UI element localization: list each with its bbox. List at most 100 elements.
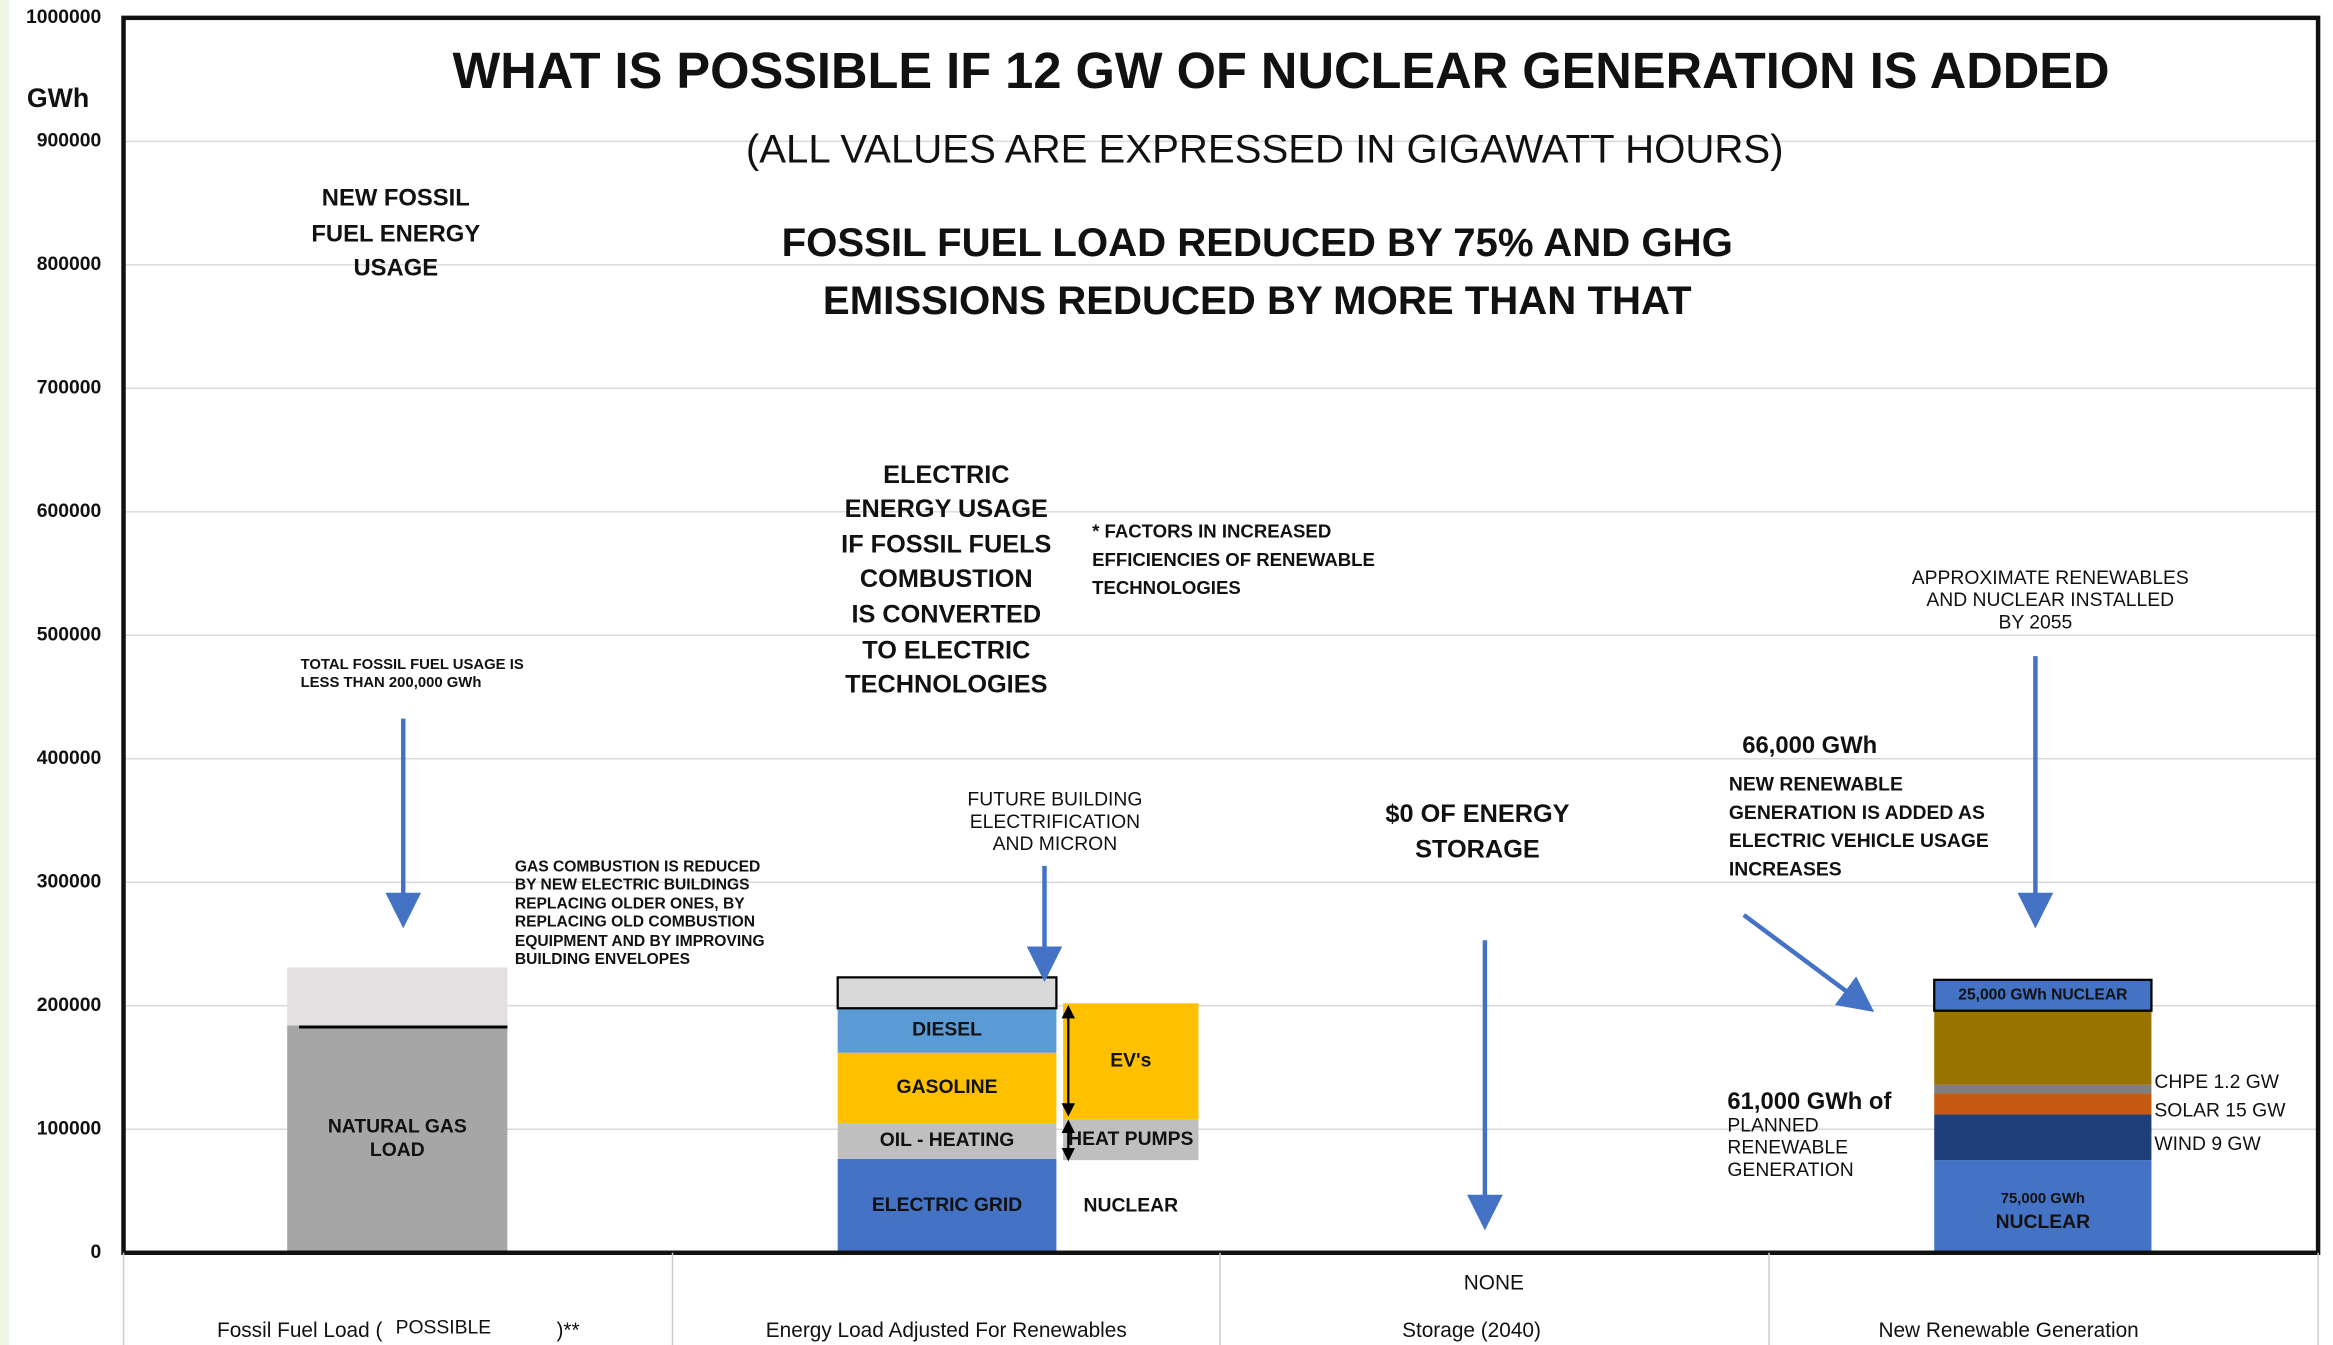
annotation: GAS COMBUSTION IS REDUCED [515,859,760,876]
annotation: ELECTRIC VEHICLE USAGE [1729,830,1989,852]
annotation: RENEWABLE [1727,1137,1848,1159]
headline: EMISSIONS REDUCED BY MORE THAN THAT [823,278,1692,323]
category-dividers [122,1252,2319,1345]
category-note: POSSIBLE [396,1317,492,1339]
y-tick-label: 300000 [37,870,102,892]
annotation: USAGE [353,255,438,282]
data-label: 75,000 GWh [2001,1191,2085,1207]
annotation: TECHNOLOGIES [845,671,1047,699]
annotations: FOSSIL FUEL LOAD REDUCED BY 75% AND GHG … [301,185,2189,1181]
bar-segment [837,1052,1057,1124]
side-label: WIND 9 GW [2154,1133,2261,1155]
arrows [385,656,2054,1231]
side-label: CHPE 1.2 GW [2154,1071,2279,1093]
annotation: BY NEW ELECTRIC BUILDINGS [515,876,750,893]
segment-label: LOAD [370,1139,425,1161]
bar-segment [837,1008,1057,1053]
annotation: $0 OF ENERGY [1385,800,1569,828]
y-tick-label: 0 [90,1241,101,1263]
bar-segment [1063,1119,1199,1161]
annotation: GENERATION [1727,1159,1853,1181]
y-tick-label: 500000 [37,623,102,645]
annotation: COMBUSTION [860,565,1033,593]
y-tick-label: 600000 [37,500,102,522]
segment-label: NATURAL GAS [328,1115,467,1137]
annotation: ELECTRIC [883,461,1009,489]
annotation: REPLACING OLD COMBUSTION [515,914,755,931]
annotation: NEW RENEWABLE [1729,774,1903,796]
annotation: FUEL ENERGY [311,220,480,247]
annotation: IS CONVERTED [851,601,1041,629]
y-tick-label: 900000 [37,129,102,151]
bar-segment [287,967,508,1026]
bar-segment [837,1123,1057,1159]
bar-segment [1934,1160,2152,1253]
bar-segment [837,1158,1057,1253]
segment-label: NUCLEAR [1084,1195,1179,1217]
bar-segment [1934,1084,2152,1094]
y-tick-label: 400000 [37,747,102,769]
annotation: ELECTRIFICATION [970,811,1140,833]
annotation: NEW FOSSIL [322,185,470,212]
bar-segment [1933,978,2153,1012]
annotation: REPLACING OLDER ONES, BY [515,896,745,913]
annotation: TOTAL FOSSIL FUEL USAGE IS [301,657,524,673]
x-tick-label: New Renewable Generation [1878,1319,2138,1342]
arrow [1742,913,1875,1012]
category-labels: Fossil Fuel Load ( POSSIBLE )** Energy L… [217,1271,2139,1342]
bar-segment [1934,1114,2152,1161]
x-tick-label: Fossil Fuel Load ( [217,1319,382,1342]
bar-segment [1934,1010,2152,1085]
annotation: STORAGE [1415,836,1540,864]
y-tick-label: 200000 [37,994,102,1016]
segment-label: HEAT PUMPS [1068,1128,1193,1150]
y-axis-label: GWh [27,83,89,113]
y-tick-label: 800000 [37,253,102,275]
x-tick-label: Energy Load Adjusted For Renewables [766,1319,1127,1342]
bar-segment [287,1025,508,1253]
bar-segment [1063,1003,1199,1120]
annotation: APPROXIMATE RENEWABLES [1912,567,2189,589]
segment-label: NUCLEAR [1996,1211,2091,1233]
annotation: GENERATION IS ADDED AS [1729,802,1985,824]
bar-segment [1934,1093,2152,1115]
x-tick-label: Storage (2040) [1402,1319,1541,1342]
chart-subtitle: (ALL VALUES ARE EXPRESSED IN GIGAWATT HO… [746,126,1784,171]
annotation: AND MICRON [993,833,1118,855]
segment-label: EV's [1110,1049,1151,1071]
category-suffix: )** [556,1319,579,1342]
annotation: BUILDING ENVELOPES [515,951,690,968]
segment-label: ELECTRIC GRID [872,1194,1022,1216]
y-tick-label: 700000 [37,376,102,398]
annotation: * FACTORS IN INCREASED [1092,521,1331,542]
y-tick-label: 1000000 [26,6,101,28]
data-label: 25,000 GWh NUCLEAR [1958,986,2127,1003]
segment-label: OIL - HEATING [880,1129,1015,1151]
annotation: FUTURE BUILDING [967,789,1142,811]
annotation: 61,000 GWh of [1727,1088,1891,1115]
chart-title: WHAT IS POSSIBLE IF 12 GW OF NUCLEAR GEN… [453,42,2110,99]
category-note: NONE [1464,1271,1524,1294]
annotation: EQUIPMENT AND BY IMPROVING [515,933,765,950]
segment-label: GASOLINE [897,1076,998,1098]
annotation: ENERGY USAGE [845,495,1048,523]
annotation: EFFICIENCIES OF RENEWABLE [1092,549,1375,570]
side-label: SOLAR 15 GW [2154,1099,2286,1121]
annotation: PLANNED [1727,1114,1818,1136]
annotation: AND NUCLEAR INSTALLED [1926,589,2174,611]
annotation: 66,000 GWh [1742,732,1877,759]
annotation: BY 2055 [1998,612,2072,634]
left-strip [0,0,9,1345]
annotation: LESS THAN 200,000 GWh [301,675,482,691]
segment-label: DIESEL [912,1019,982,1041]
annotation: TECHNOLOGIES [1092,577,1241,598]
annotation: TO ELECTRIC [862,636,1030,664]
y-tick-label: 100000 [37,1117,102,1139]
headline: FOSSIL FUEL LOAD REDUCED BY 75% AND GHG [782,220,1733,265]
annotation: INCREASES [1729,858,1842,880]
bar-segment [836,976,1058,1010]
annotation: IF FOSSIL FUELS [841,531,1051,559]
